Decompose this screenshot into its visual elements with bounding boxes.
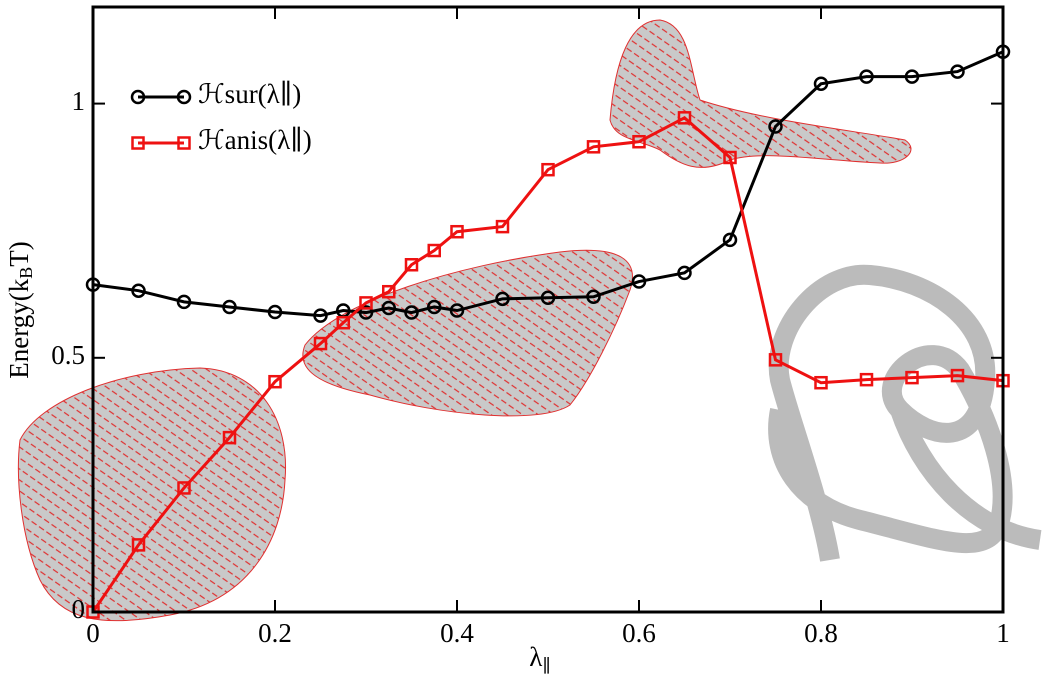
series-line <box>91 116 1004 613</box>
surface-blob <box>609 19 912 168</box>
y-axis-label: Energy(kBT) <box>4 241 36 378</box>
legend-label: ℋsur(λ∥) <box>198 79 301 109</box>
x-label-main: λ <box>529 642 542 672</box>
series-line <box>92 50 1004 318</box>
point <box>632 134 646 149</box>
point <box>723 150 737 165</box>
point <box>177 481 191 495</box>
point <box>382 284 396 299</box>
point <box>586 289 601 305</box>
point <box>427 243 441 258</box>
point <box>222 299 237 315</box>
point <box>404 258 419 272</box>
y-tick-label: 1 <box>72 86 86 116</box>
legend-marker <box>176 89 192 105</box>
point <box>722 232 738 248</box>
point <box>267 304 283 320</box>
point <box>631 274 647 289</box>
surface-illustrations <box>17 19 1042 622</box>
x-tick-label: 0.6 <box>622 618 656 648</box>
point <box>905 370 919 385</box>
point <box>176 294 192 310</box>
point <box>541 162 555 177</box>
x-tick-label: 0.8 <box>804 618 838 648</box>
legend-label: ℋanis(λ∥) <box>198 125 312 155</box>
point <box>359 296 373 310</box>
point <box>222 430 237 445</box>
y-tick-label: 0 <box>72 594 86 624</box>
x-tick-label: 1 <box>996 618 1010 648</box>
y-label-end: T) <box>4 241 34 266</box>
legend-marker <box>131 136 145 150</box>
x-label-sub: ∥ <box>542 656 550 676</box>
y-label-main: Energy(k <box>4 278 34 378</box>
point <box>450 224 464 239</box>
point <box>381 300 396 316</box>
y-tick-label: 0.5 <box>51 340 85 370</box>
point <box>427 299 442 315</box>
x-tick-label: 0.4 <box>440 618 474 648</box>
point <box>813 76 829 92</box>
x-axis-label: λ∥ <box>529 642 550 676</box>
point <box>950 368 965 383</box>
point <box>449 303 465 318</box>
axes: 0 0.2 0.4 0.6 0.8 1 0 0.5 1 <box>51 7 1010 648</box>
legend-marker <box>177 136 191 150</box>
point <box>768 353 783 367</box>
legend-marker <box>130 89 146 105</box>
plot-frame <box>91 5 1005 614</box>
point <box>131 283 146 298</box>
point <box>495 219 510 234</box>
point <box>859 372 874 387</box>
point <box>677 265 692 281</box>
point <box>131 538 146 552</box>
point <box>495 291 510 307</box>
x-tick-label: 0 <box>86 618 100 648</box>
point <box>859 69 874 84</box>
point <box>358 305 374 320</box>
point <box>768 119 783 134</box>
point <box>404 305 419 320</box>
point <box>540 290 556 306</box>
point <box>814 375 828 390</box>
point <box>336 315 350 330</box>
legend: ℋsur(λ∥) ℋanis(λ∥) <box>130 79 312 155</box>
surface-blob <box>17 367 287 622</box>
point <box>313 336 328 351</box>
x-tick-label: 0.2 <box>258 618 292 648</box>
point <box>904 69 920 84</box>
point <box>586 140 601 154</box>
surface-blob <box>768 264 1042 562</box>
point <box>677 111 692 125</box>
point <box>268 374 282 389</box>
point <box>313 308 328 323</box>
y-label-sub: B <box>16 267 36 279</box>
surface-blob <box>302 249 633 417</box>
point <box>950 64 965 79</box>
